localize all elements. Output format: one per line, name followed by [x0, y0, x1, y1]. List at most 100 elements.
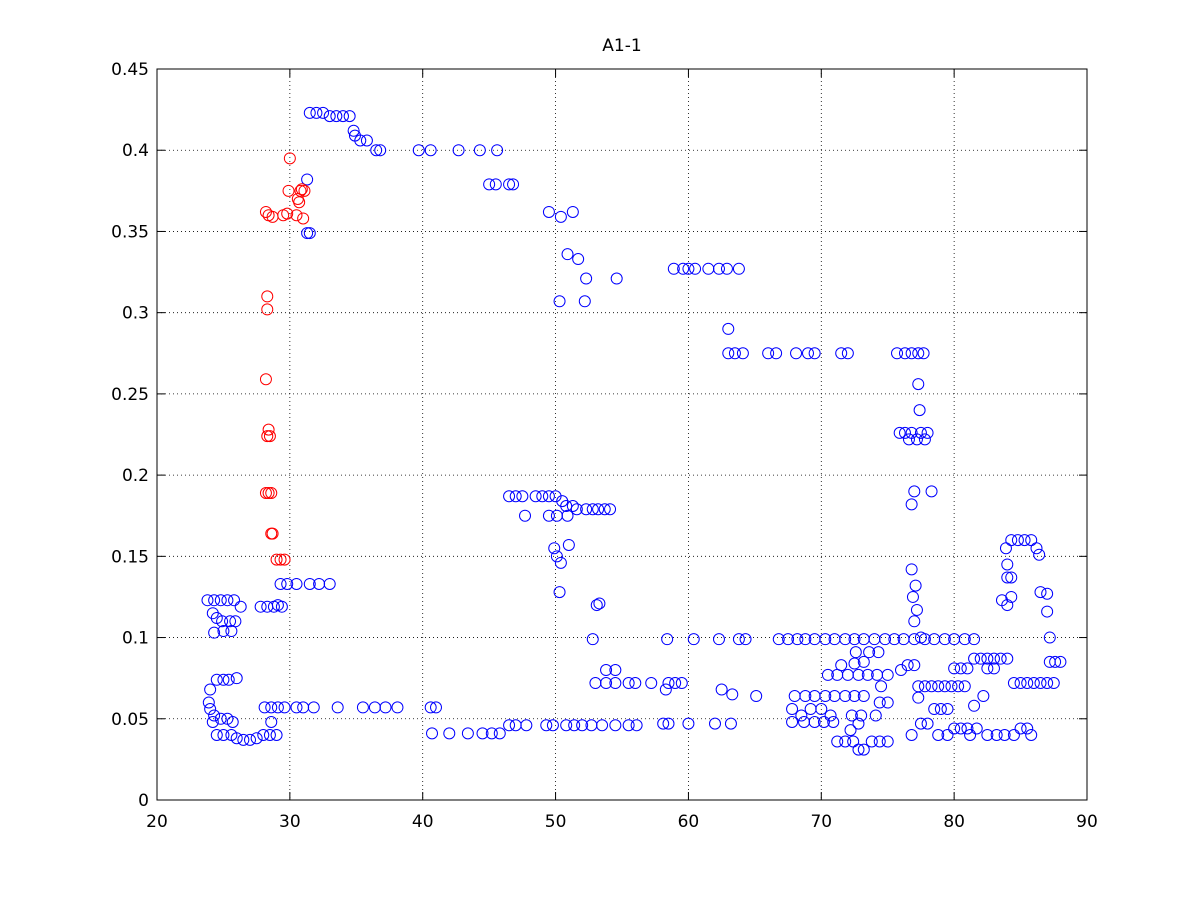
scatter-point: [815, 703, 828, 716]
scatter-point: [902, 433, 915, 446]
scatter-point: [905, 563, 918, 576]
scatter-point: [216, 615, 229, 628]
scatter-point: [921, 426, 934, 439]
scatter-point: [968, 633, 981, 646]
scatter-point: [954, 722, 967, 735]
scatter-point: [863, 646, 876, 659]
scatter-point: [824, 709, 837, 722]
scatter-point: [1001, 599, 1014, 612]
scatter-point: [905, 347, 918, 360]
scatter-point: [593, 597, 606, 610]
scatter-point: [580, 272, 593, 285]
scatter-point: [868, 633, 881, 646]
scatter-point: [968, 699, 981, 712]
scatter-point: [270, 553, 283, 566]
scatter-point: [875, 680, 888, 693]
scatter-point: [961, 662, 974, 675]
scatter-point: [1018, 534, 1031, 547]
scatter-point: [604, 503, 617, 516]
scatter-point: [948, 722, 961, 735]
scatter-point: [709, 717, 721, 730]
scatter-point: [356, 701, 369, 714]
scatter-point: [998, 729, 1011, 742]
scatter-point: [782, 633, 795, 646]
scatter-point: [762, 347, 775, 360]
scatter-point: [347, 124, 360, 137]
scatter-point: [503, 178, 516, 191]
scatter-point: [424, 144, 437, 157]
scatter-point: [990, 729, 1003, 742]
scatter-point: [891, 347, 904, 360]
scatter-point: [491, 144, 504, 157]
scatter-point: [1054, 655, 1067, 668]
axes: [156, 68, 1088, 801]
scatter-point: [999, 542, 1012, 555]
scatter-point: [374, 144, 387, 157]
scatter-point: [202, 696, 215, 709]
scatter-point: [905, 729, 918, 742]
scatter-point: [1041, 677, 1054, 690]
scatter-point: [572, 253, 585, 266]
scatter-point: [1041, 587, 1054, 600]
scatter-point: [274, 553, 287, 566]
x-tick-label: 80: [943, 812, 965, 832]
chart-title: A1-1: [602, 36, 641, 56]
scatter-point: [839, 633, 852, 646]
scatter-point: [553, 295, 566, 308]
scatter-point: [310, 106, 323, 119]
scatter-point: [914, 426, 927, 439]
scatter-point: [592, 503, 605, 516]
scatter-point: [354, 134, 367, 147]
scatter-point: [570, 503, 583, 516]
scatter-point: [561, 509, 574, 522]
scatter-point: [981, 729, 994, 742]
scatter-point: [262, 423, 275, 436]
scatter-point: [391, 701, 404, 714]
scatter-point: [379, 701, 392, 714]
scatter-point: [257, 729, 270, 742]
scatter-point: [600, 664, 613, 677]
scatter-point: [507, 178, 520, 191]
scatter-point: [788, 690, 801, 703]
scatter-point: [964, 729, 977, 742]
scatter-point: [489, 178, 502, 191]
scatter-point: [204, 683, 217, 696]
scatter-point: [879, 633, 892, 646]
scatter-point: [503, 719, 516, 732]
scatter-point: [682, 262, 695, 275]
scatter-point: [250, 732, 263, 745]
scatter-point: [1005, 534, 1018, 547]
scatter-point: [214, 594, 227, 607]
scatter-point: [645, 677, 658, 690]
scatter-point: [795, 709, 808, 722]
scatter-point: [283, 152, 296, 165]
scatter-point: [301, 173, 314, 186]
scatter-point: [669, 677, 682, 690]
scatter-point: [426, 727, 439, 740]
scatter-point: [1033, 548, 1046, 561]
scatter-point: [536, 490, 549, 503]
scatter-point: [542, 509, 555, 522]
scatter-point: [224, 615, 237, 628]
scatter-point: [542, 490, 555, 503]
scatter-point: [977, 690, 990, 703]
scatter-point: [865, 735, 878, 748]
scatter-point: [210, 673, 223, 686]
scatter-point: [722, 347, 735, 360]
scatter-point: [303, 577, 316, 590]
scatter-point: [217, 625, 230, 638]
scatter-point: [566, 205, 579, 218]
scatter-point: [981, 652, 994, 665]
scatter-point: [1049, 655, 1062, 668]
scatter-point: [290, 209, 303, 222]
scatter-point: [994, 652, 1007, 665]
scatter-point: [259, 373, 272, 386]
scatter-point: [237, 733, 250, 746]
scatter-point: [1014, 722, 1027, 735]
scatter-point: [1001, 571, 1014, 584]
scatter-point: [732, 633, 745, 646]
scatter-point: [715, 683, 728, 696]
scatter-point: [297, 212, 310, 225]
scatter-point: [932, 680, 945, 693]
